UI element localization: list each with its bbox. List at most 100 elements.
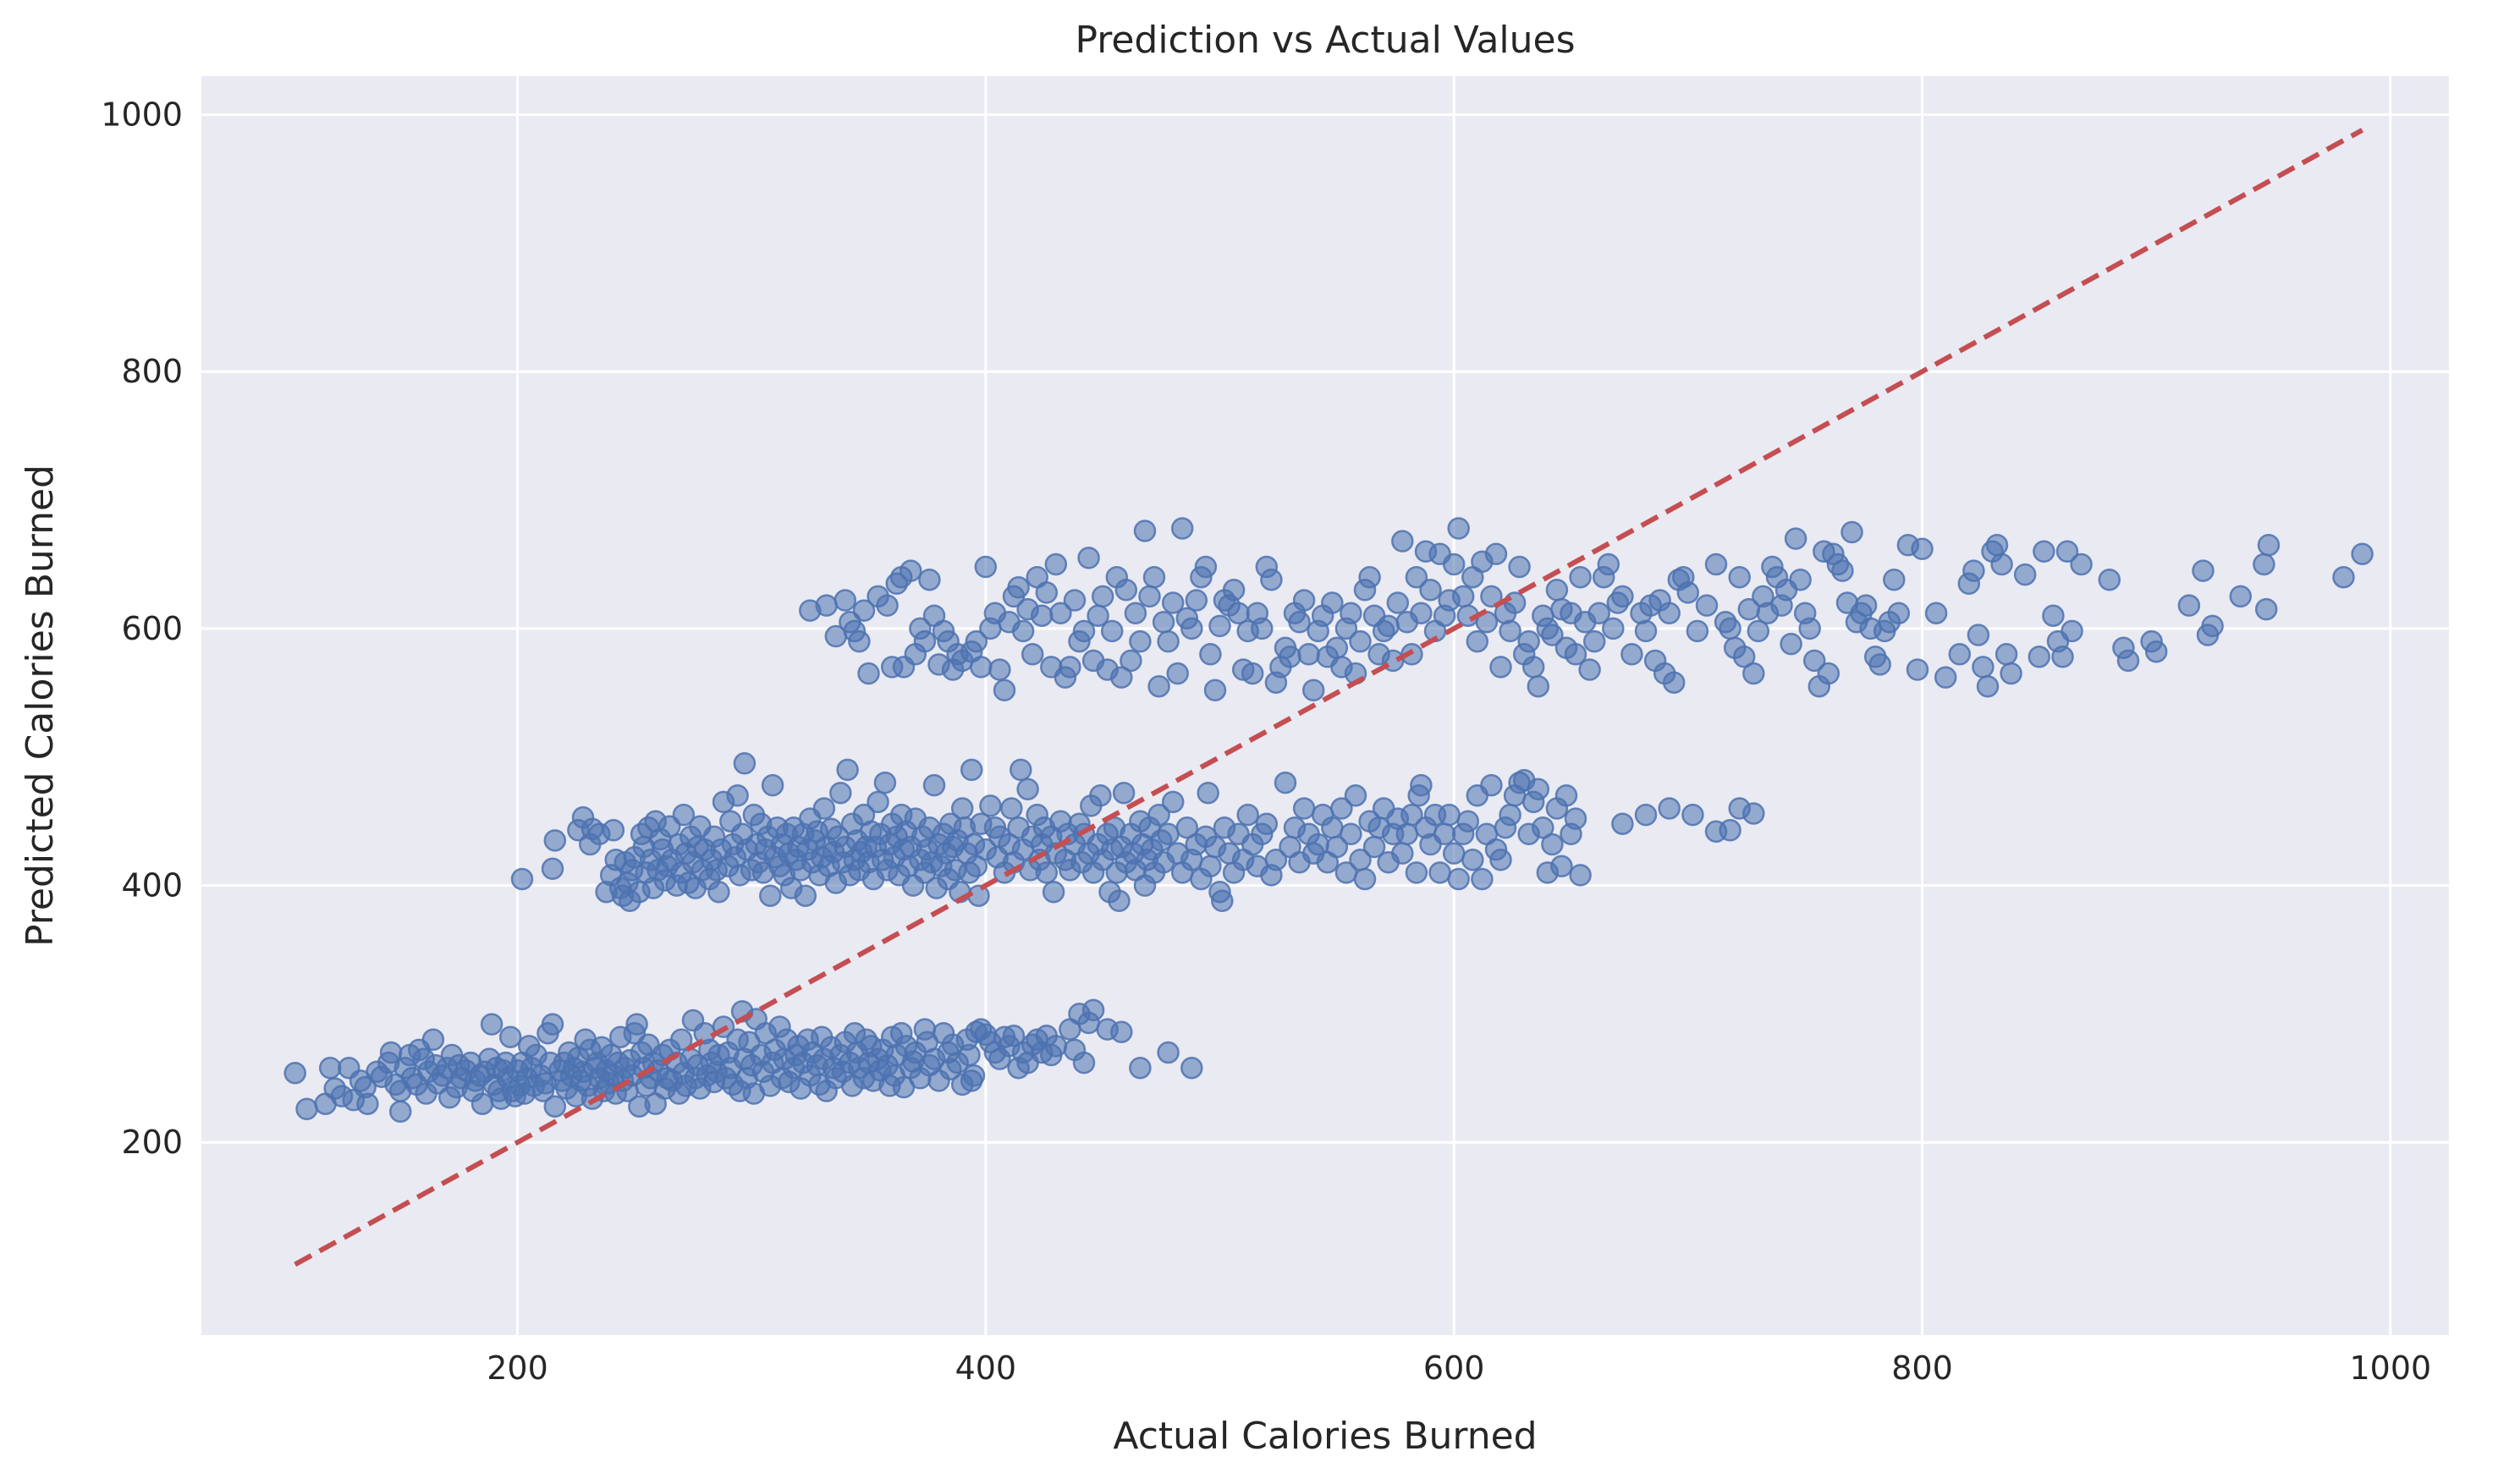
data-point (1321, 591, 1344, 614)
data-point (1681, 803, 1704, 827)
data-point (1007, 576, 1030, 599)
data-point (1301, 679, 1325, 702)
data-point (1157, 629, 1180, 653)
data-point (2055, 540, 2079, 563)
data-point (1166, 662, 1189, 685)
data-point (1133, 519, 1157, 542)
data-point (1484, 542, 1508, 566)
data-point (1081, 998, 1105, 1022)
data-point (1377, 614, 1400, 638)
data-point (2177, 594, 2201, 617)
data-point (1147, 674, 1170, 698)
data-point (1480, 773, 1503, 797)
x-tick-label: 1000 (2349, 1349, 2431, 1387)
data-point (1798, 617, 1821, 640)
data-point (950, 797, 974, 820)
y-tick-label: 400 (121, 867, 183, 904)
data-point (2013, 563, 2037, 586)
data-point (1260, 568, 1283, 591)
data-point (1569, 864, 1592, 887)
data-point (1521, 656, 1545, 679)
data-point (1157, 822, 1180, 846)
data-point (1985, 533, 2009, 557)
data-point (1620, 643, 1643, 666)
data-point (2253, 552, 2275, 576)
data-point (1517, 629, 1540, 653)
data-point (1161, 591, 1185, 614)
data-point (960, 758, 983, 782)
data-point (602, 819, 625, 842)
data-point (1732, 646, 1756, 668)
data-point (726, 784, 749, 807)
data-point (1124, 602, 1147, 624)
data-point (1990, 552, 2013, 576)
data-point (1719, 819, 1741, 842)
data-point (669, 1028, 693, 1052)
data-point (1002, 1024, 1026, 1047)
data-point (2332, 565, 2355, 589)
data-point (1541, 833, 1564, 856)
data-point (958, 1043, 981, 1067)
data-point (1442, 842, 1466, 865)
x-axis-label: Actual Calories Burned (1113, 1415, 1537, 1458)
data-point (1582, 629, 1606, 653)
data-point (1569, 565, 1592, 589)
data-point (1108, 889, 1131, 913)
data-point (1035, 861, 1059, 884)
data-point (1194, 555, 1218, 579)
data-point (1967, 624, 1990, 646)
data-point (2042, 604, 2065, 627)
data-point (1021, 643, 1044, 666)
data-point (1279, 646, 1301, 668)
data-point (388, 1100, 412, 1124)
data-point (707, 880, 730, 904)
data-point (1089, 784, 1112, 807)
data-point (867, 790, 889, 814)
data-point (295, 1097, 318, 1121)
data-point (1924, 602, 1948, 624)
data-point (1112, 781, 1136, 805)
data-point (2070, 552, 2093, 576)
data-point (761, 773, 784, 797)
data-point (876, 594, 899, 617)
data-point (2254, 597, 2278, 621)
data-point (1784, 527, 1807, 550)
data-point (1634, 619, 1658, 643)
data-point (1817, 662, 1840, 685)
y-tick-label: 200 (121, 1124, 183, 1161)
data-point (1044, 1035, 1068, 1058)
data-point (1274, 771, 1297, 794)
data-point (1442, 552, 1466, 576)
data-point (815, 594, 838, 617)
data-point (1063, 589, 1087, 612)
data-point (733, 752, 757, 775)
data-point (1180, 1056, 1203, 1080)
data-point (1634, 803, 1658, 827)
y-tick-label: 1000 (101, 96, 183, 134)
data-point (1541, 624, 1564, 646)
data-point (1554, 784, 1578, 807)
data-point (918, 568, 941, 591)
data-point (1072, 1051, 1096, 1075)
data-point (1391, 842, 1414, 865)
data-point (1499, 619, 1521, 643)
data-point (541, 857, 564, 881)
data-point (1340, 602, 1362, 624)
data-point (1934, 666, 1957, 689)
data-point (1353, 867, 1377, 891)
data-point (1854, 594, 1878, 617)
data-point (1658, 797, 1681, 820)
data-point (318, 1056, 342, 1080)
data-point (1911, 537, 1934, 561)
data-point (1170, 517, 1194, 540)
data-point (2201, 614, 2224, 638)
data-point (1288, 611, 1311, 634)
data-point (1211, 889, 1234, 913)
data-point (1461, 848, 1484, 871)
data-point (1344, 784, 1367, 807)
data-point (2051, 646, 2074, 668)
data-point (1948, 643, 1972, 666)
data-point (510, 867, 534, 891)
data-point (1241, 662, 1264, 685)
x-tick-label: 600 (1423, 1349, 1485, 1387)
